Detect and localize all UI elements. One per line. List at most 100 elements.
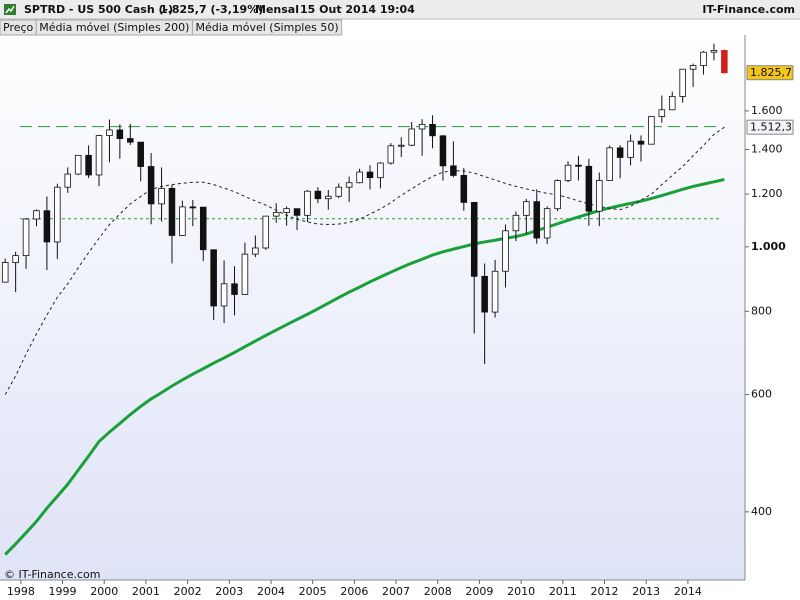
y-tick-label: 800: [751, 304, 772, 317]
x-tick-label: 2014: [674, 585, 702, 598]
candle-body: [345, 182, 353, 188]
candle-body: [252, 247, 259, 255]
plot-area: [0, 35, 745, 580]
y-tick-label: 1.200: [751, 187, 783, 200]
x-tick-label: 2005: [299, 585, 327, 598]
candle-body: [272, 212, 280, 217]
candle-body: [231, 283, 238, 295]
candle-body: [158, 187, 165, 205]
candle-body: [127, 138, 134, 143]
candle-body: [481, 275, 488, 313]
legend-label: Média móvel (Simples 200): [39, 21, 189, 34]
candle-body: [700, 51, 707, 66]
candle-body: [283, 208, 290, 213]
header-title: SPTRD - US 500 Cash (-): [24, 3, 173, 16]
candle-body: [85, 154, 92, 176]
candle-body: [491, 270, 499, 313]
candle-body: [356, 171, 363, 184]
header-timestamp: 15 Out 2014 19:04: [300, 3, 415, 16]
candle-body: [721, 50, 728, 74]
x-tick-label: 2008: [424, 585, 452, 598]
candle-body: [147, 166, 155, 205]
candle-body: [64, 173, 72, 188]
candle-body: [106, 129, 113, 136]
candle-body: [470, 201, 478, 277]
last-value-label: 1.825,7: [750, 66, 792, 79]
candle-body: [637, 140, 645, 145]
copyright: © IT-Finance.com: [4, 568, 101, 581]
x-tick-label: 2003: [215, 585, 243, 598]
legend-tab: [191, 19, 343, 36]
moving-average-line: [4, 126, 725, 395]
y-tick-label: 1.600: [751, 104, 783, 117]
candle-body: [616, 147, 624, 158]
candle-body: [377, 162, 384, 179]
x-tick-label: 1999: [49, 585, 77, 598]
candle-body: [12, 255, 19, 263]
x-tick-label: 2007: [382, 585, 410, 598]
x-tick-label: 2001: [132, 585, 160, 598]
candle-body: [293, 208, 301, 216]
header-quote: 1.825,7 (-3,19%): [160, 3, 263, 16]
candle-body: [512, 214, 520, 232]
candle-body: [460, 175, 468, 203]
candle-body: [314, 190, 322, 200]
x-tick-label: 2004: [257, 585, 285, 598]
candle-body: [533, 201, 541, 239]
last-value-box: [746, 65, 794, 81]
x-tick-label: 2000: [90, 585, 118, 598]
candle-body: [596, 180, 603, 212]
candle-body: [168, 187, 176, 236]
x-tick-label: 2010: [507, 585, 535, 598]
header-bar: [0, 0, 800, 19]
candle-body: [43, 210, 51, 243]
y-tick-label: 1.000: [751, 240, 786, 253]
header-brand: IT-Finance.com: [702, 3, 795, 16]
candle-body: [554, 180, 561, 210]
x-tick-label: 2009: [465, 585, 493, 598]
candle-body: [210, 249, 217, 307]
x-tick-label: 2013: [632, 585, 660, 598]
x-tick-label: 1998: [7, 585, 35, 598]
candle-body: [668, 96, 676, 111]
candle-body: [606, 147, 613, 181]
candle-body: [397, 144, 405, 147]
candle-body: [523, 201, 530, 216]
y-tick-label: 400: [751, 505, 772, 518]
x-tick-label: 2002: [174, 585, 202, 598]
candle-body: [439, 135, 447, 167]
candle-body: [689, 65, 697, 70]
candle-body: [679, 68, 686, 97]
last-value-box: [746, 119, 794, 135]
candle-body: [585, 165, 593, 212]
candle-body: [335, 186, 342, 197]
candle-body: [74, 154, 82, 175]
candle-body: [199, 206, 207, 251]
header-period: Mensal: [255, 3, 299, 16]
candle-body: [564, 164, 572, 181]
candle-body: [387, 145, 395, 164]
x-tick-label: 2011: [549, 585, 577, 598]
x-tick-label: 2012: [591, 585, 619, 598]
candle-body: [241, 253, 249, 295]
candle-body: [658, 109, 666, 117]
candle-body: [418, 123, 426, 130]
x-tick-label: 2006: [340, 585, 368, 598]
candle-body: [220, 283, 228, 307]
candle-body: [54, 186, 61, 243]
candle-body: [179, 206, 186, 236]
legend-label: Média móvel (Simples 50): [195, 21, 338, 34]
app-icon-glyph: [5, 5, 15, 14]
candle-body: [366, 171, 374, 179]
y-tick-label: 1.400: [751, 143, 783, 156]
candle-body: [408, 128, 415, 146]
candle-body: [189, 206, 197, 209]
candle-body: [543, 208, 551, 239]
candle-body: [648, 116, 655, 145]
candle-body: [450, 165, 457, 176]
candle-body: [429, 123, 436, 137]
y-tick-label: 600: [751, 388, 772, 401]
moving-average-line: [4, 178, 725, 556]
candle-body: [262, 215, 270, 249]
